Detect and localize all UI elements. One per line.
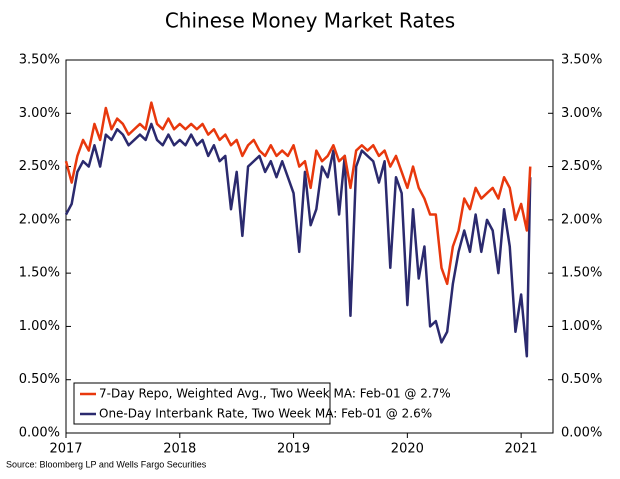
- y2-tick-label: 2.00%: [561, 212, 602, 227]
- y-tick-label: 3.50%: [19, 53, 60, 68]
- y-tick-label: 2.00%: [19, 212, 60, 227]
- plot-frame: [65, 59, 554, 434]
- x-tick-label: 2018: [163, 442, 196, 457]
- legend-box: [73, 382, 331, 425]
- y-tick-label: 2.50%: [19, 159, 60, 174]
- y-tick-label: 1.50%: [19, 266, 60, 281]
- y2-tick-label: 3.50%: [561, 53, 602, 68]
- x-tick-label: 2021: [505, 442, 538, 457]
- y2-tick-label: 0.50%: [561, 372, 602, 387]
- legend-label: 7-Day Repo, Weighted Avg., Two Week MA: …: [99, 387, 451, 401]
- y2-tick-label: 1.00%: [561, 319, 602, 334]
- y-tick-label: 0.50%: [19, 372, 60, 387]
- y2-tick-label: 2.50%: [561, 159, 602, 174]
- series-line: [64, 101, 532, 286]
- legend-label: One-Day Interbank Rate, Two Week MA: Feb…: [99, 407, 432, 421]
- y-tick-label: 1.00%: [19, 319, 60, 334]
- chart-title: Chinese Money Market Rates: [165, 9, 455, 33]
- y2-tick-label: 3.00%: [561, 106, 602, 121]
- source-note: Source: Bloomberg LP and Wells Fargo Sec…: [6, 459, 207, 469]
- y2-tick-label: 0.00%: [561, 426, 602, 441]
- y-tick-label: 0.00%: [19, 426, 60, 441]
- series-line: [64, 122, 532, 358]
- x-tick-label: 2019: [277, 442, 310, 457]
- x-tick-label: 2017: [49, 442, 82, 457]
- y-tick-label: 3.00%: [19, 106, 60, 121]
- y2-tick-label: 1.50%: [561, 266, 602, 281]
- x-tick-label: 2020: [391, 442, 424, 457]
